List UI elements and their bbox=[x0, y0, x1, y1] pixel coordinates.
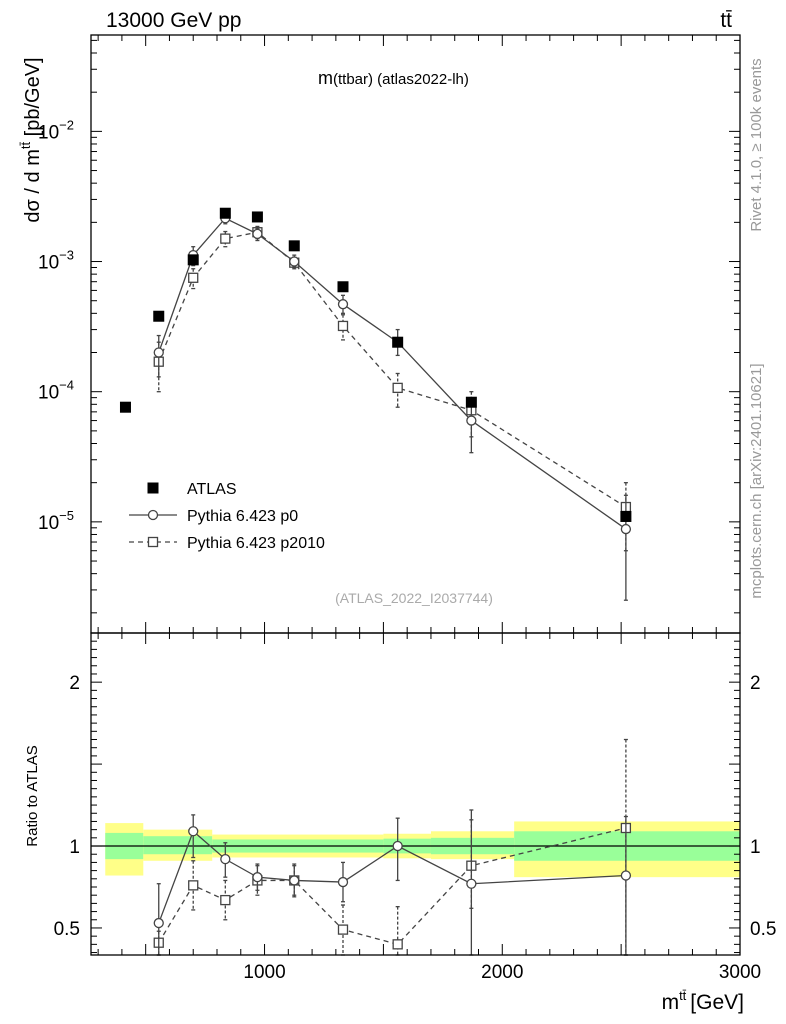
ratio-panel bbox=[91, 738, 740, 956]
analysis-watermark: (ATLAS_2022_I2037744) bbox=[335, 590, 493, 606]
ratio-series-p0-point-4 bbox=[289, 875, 300, 886]
main-series-atlas-point-8 bbox=[465, 396, 477, 408]
ratio-series-p0-point-6 bbox=[392, 840, 403, 852]
ratio-series-p0-point-1 bbox=[188, 826, 199, 837]
ratio-y-tick-label-right-1: 1 bbox=[750, 837, 761, 858]
legend-label-1: Pythia 6.423 p0 bbox=[187, 508, 298, 525]
main-series-atlas-point-7 bbox=[392, 336, 404, 348]
ratio-series-p0-point-8 bbox=[620, 870, 632, 881]
legend-marker-1 bbox=[147, 509, 159, 521]
main-series-p2010-line bbox=[158, 231, 627, 508]
ratio-plot-frame bbox=[90, 632, 741, 956]
process-label: tt̄ bbox=[720, 9, 732, 32]
ratio-series-p0-point-3 bbox=[252, 872, 263, 883]
main-y-axis-label: dσ / d mtt̄ [pb/GeV] bbox=[18, 57, 44, 222]
main-series-atlas-point-3 bbox=[219, 207, 231, 219]
main-panel bbox=[119, 207, 632, 601]
main-plot-title-rest: (ttbar) (atlas2022-lh) bbox=[333, 71, 469, 88]
main-series-p0-point-0 bbox=[153, 347, 164, 358]
ratio-y-axis-label: Ratio to ATLAS bbox=[24, 745, 41, 846]
ratio-series-p0-point-0 bbox=[153, 917, 164, 929]
main-y-tick-label-1: 10−4 bbox=[38, 378, 74, 404]
ratio-uncertainty-bands bbox=[105, 821, 740, 878]
main-y-tick-label-0: 10−5 bbox=[38, 508, 74, 534]
ratio-y-tick-label-left-0: 0.5 bbox=[54, 919, 80, 940]
main-series-p2010-point-6 bbox=[392, 382, 403, 394]
main-series-atlas-point-2 bbox=[187, 254, 199, 266]
x-axis-label: mtt̄ [GeV] bbox=[662, 988, 744, 1014]
main-series-atlas-point-6 bbox=[337, 281, 349, 293]
legend-marker-2 bbox=[147, 536, 159, 548]
ratio-series-p0-point-2 bbox=[220, 853, 231, 865]
main-series-p0-point-8 bbox=[620, 523, 632, 535]
main-series-p0-point-7 bbox=[466, 415, 477, 426]
main-plot-title-m: m bbox=[318, 68, 333, 88]
main-series-p2010-point-5 bbox=[337, 320, 349, 332]
main-series-atlas-point-0 bbox=[119, 401, 131, 413]
mcplots-source-label: mcplots.cern.ch [arXiv:2401.10621] bbox=[748, 363, 765, 598]
ratio-y-tick-label-right-0: 0.5 bbox=[750, 919, 776, 940]
main-series-atlas-point-1 bbox=[153, 310, 165, 322]
legend-label-0: ATLAS bbox=[187, 481, 237, 498]
ratio-series-p0-point-5 bbox=[337, 876, 349, 888]
legend: ATLAS Pythia 6.423 p0 Pythia 6.423 p2010 bbox=[129, 481, 325, 552]
axes: 1000 2000 3000 10−5 10−4 10−3 10−2 0.5 0.5 1 1 2 2 bbox=[38, 34, 776, 983]
main-series-p0-point-3 bbox=[252, 228, 263, 240]
main-series-p2010-point-1 bbox=[188, 272, 199, 283]
main-plot-title: m(ttbar) (atlas2022-lh) bbox=[318, 68, 469, 88]
legend-label-2: Pythia 6.423 p2010 bbox=[187, 535, 325, 552]
x-axis-label-sup: tt̄ bbox=[679, 988, 687, 1003]
legend-marker-atlas bbox=[147, 482, 159, 494]
ratio-series-p2010-point-5 bbox=[337, 924, 349, 935]
x-axis-label-m: m bbox=[662, 991, 680, 1014]
rivet-version-label: Rivet 4.1.0, ≥ 100k events bbox=[748, 58, 765, 231]
x-axis-label-unit: [GeV] bbox=[690, 991, 744, 1014]
x-tick-label-1: 2000 bbox=[481, 962, 523, 983]
main-series-atlas-point-9 bbox=[620, 510, 632, 522]
main-series-atlas-point-4 bbox=[251, 211, 263, 223]
ratio-band-inner-1 bbox=[143, 836, 213, 855]
energy-label: 13000 GeV pp bbox=[106, 9, 241, 32]
ratio-series-p0-point-7 bbox=[466, 878, 477, 889]
x-tick-label-2: 3000 bbox=[719, 962, 761, 983]
ratio-y-tick-label-left-1: 1 bbox=[69, 837, 80, 858]
main-series-atlas-point-5 bbox=[288, 240, 300, 252]
ratio-y-tick-label-left-2: 2 bbox=[69, 673, 80, 694]
ratio-y-tick-label-right-2: 2 bbox=[750, 673, 761, 694]
main-y-tick-label-2: 10−3 bbox=[38, 248, 74, 274]
x-tick-label-0: 1000 bbox=[243, 962, 285, 983]
main-series-p2010-point-2 bbox=[220, 233, 231, 244]
ratio-series-p2010-point-1 bbox=[188, 880, 199, 891]
ratio-series-p2010-point-6 bbox=[392, 939, 403, 950]
main-series-p0-point-4 bbox=[289, 256, 300, 267]
ratio-series-p2010-point-2 bbox=[220, 894, 231, 906]
main-y-tick-label-3: 10−2 bbox=[38, 117, 74, 143]
main-series-p0-point-5 bbox=[337, 299, 349, 310]
